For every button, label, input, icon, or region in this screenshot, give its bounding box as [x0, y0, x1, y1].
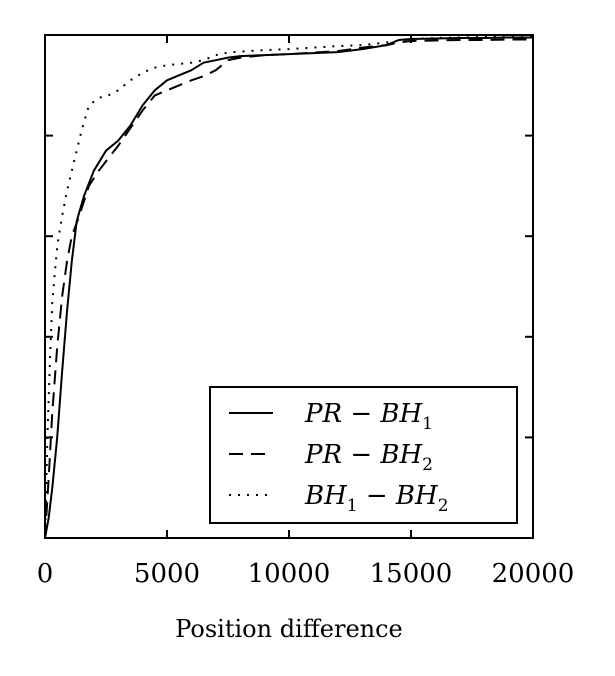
x-tick-label-1: 5000 [134, 559, 200, 589]
legend-label-pr-bh2: PR − BH2 [304, 440, 433, 475]
legend: PR − BH1 PR − BH2 BH1 − BH2 [209, 386, 518, 524]
x-tick-label-4: 20000 [492, 559, 575, 589]
x-tick-label-3: 15000 [370, 559, 453, 589]
legend-label-bh1-bh2: BH1 − BH2 [304, 481, 449, 516]
x-tick-label-2: 10000 [248, 559, 331, 589]
x-tick-label-0: 0 [37, 559, 54, 589]
x-axis-title: Position difference [175, 615, 403, 643]
plot-frame [44, 34, 534, 539]
x-tick-labels: 0 5000 10000 15000 20000 [37, 559, 575, 589]
series-line-1 [44, 38, 533, 539]
legend-label-pr-bh1: PR − BH1 [304, 399, 433, 434]
series-group [44, 35, 533, 539]
